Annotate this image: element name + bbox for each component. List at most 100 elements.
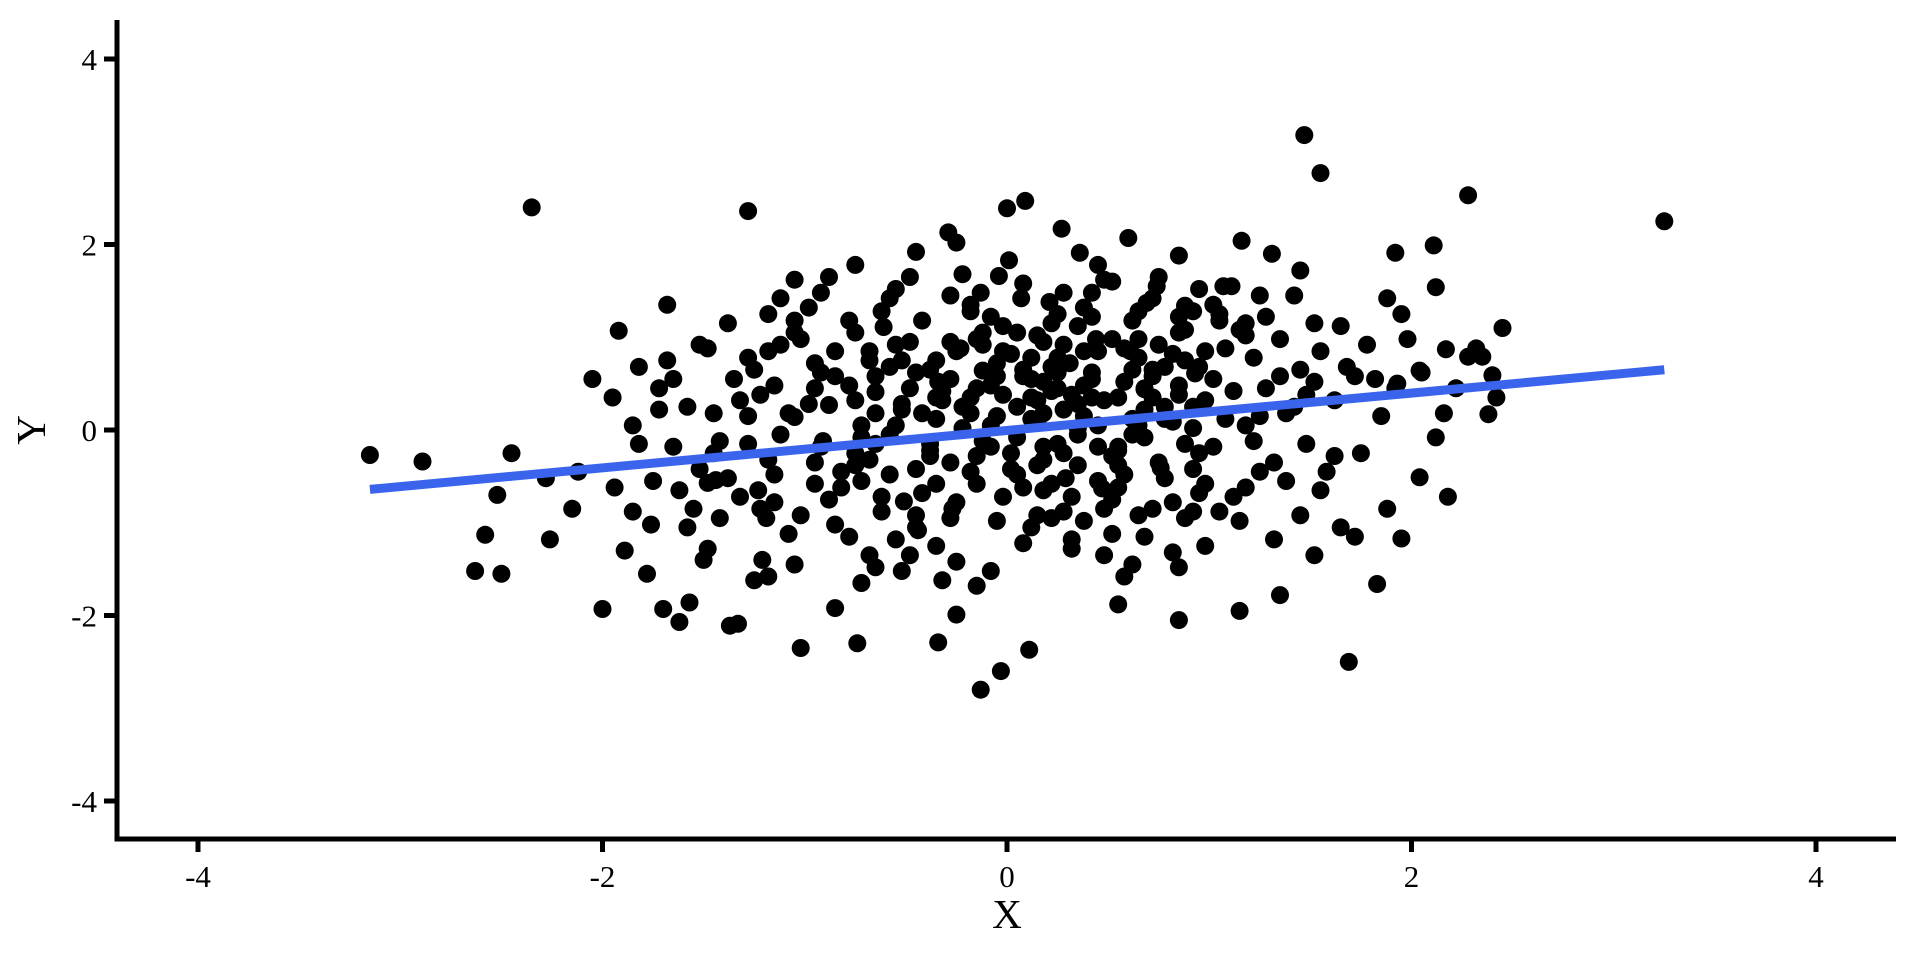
data-point <box>826 367 845 386</box>
data-point <box>670 481 689 500</box>
data-point <box>1459 186 1478 205</box>
data-point <box>1410 468 1429 487</box>
data-point <box>664 437 683 456</box>
data-point <box>846 255 865 274</box>
data-point <box>927 474 946 493</box>
data-point <box>785 270 804 289</box>
data-point <box>860 351 879 370</box>
data-point <box>886 335 905 354</box>
data-point <box>1236 478 1255 497</box>
data-point <box>1339 652 1358 671</box>
data-point <box>1190 484 1209 503</box>
data-point <box>967 379 986 398</box>
data-point <box>840 527 859 546</box>
data-point <box>502 444 521 463</box>
data-point <box>623 416 642 435</box>
data-point <box>1014 274 1033 293</box>
data-point <box>927 388 946 407</box>
data-point <box>1271 330 1289 349</box>
data-point <box>1129 330 1148 349</box>
data-point <box>1149 268 1168 286</box>
data-point <box>907 242 925 261</box>
data-point <box>1467 339 1486 358</box>
data-point <box>1169 385 1188 404</box>
data-point <box>826 342 845 361</box>
data-point <box>927 409 946 428</box>
data-point <box>1143 289 1162 308</box>
data-point <box>1169 307 1188 326</box>
data-point <box>1368 575 1387 593</box>
data-point <box>1331 518 1350 537</box>
data-point <box>779 404 798 423</box>
data-point <box>1311 342 1330 361</box>
data-point <box>933 571 952 590</box>
data-point <box>852 574 871 592</box>
data-point <box>1062 385 1081 404</box>
data-point <box>1244 348 1263 367</box>
data-point <box>615 541 634 560</box>
data-point <box>981 307 1000 326</box>
data-point <box>1095 270 1114 289</box>
data-point <box>921 360 940 379</box>
data-point <box>1196 536 1215 555</box>
data-point <box>941 370 960 388</box>
data-point <box>1184 302 1203 321</box>
data-point <box>987 367 1006 386</box>
data-point <box>650 379 669 398</box>
data-point <box>1002 444 1020 463</box>
data-point <box>1345 367 1364 386</box>
data-point <box>947 493 966 512</box>
data-point <box>785 311 804 330</box>
data-point <box>852 472 871 490</box>
data-point <box>658 351 677 370</box>
data-point <box>623 502 642 521</box>
data-point <box>1378 289 1397 308</box>
data-point <box>1022 518 1041 537</box>
data-point <box>1190 280 1209 298</box>
data-point <box>913 484 932 503</box>
data-point <box>638 564 656 583</box>
data-point <box>913 404 932 423</box>
data-point <box>745 571 764 590</box>
data-point <box>860 450 879 469</box>
data-point <box>998 199 1016 218</box>
data-point <box>1250 462 1269 481</box>
data-point <box>872 302 891 321</box>
data-point <box>820 396 838 414</box>
data-point <box>987 511 1006 530</box>
data-point <box>739 348 758 367</box>
data-point <box>1028 456 1047 475</box>
data-point <box>1103 524 1122 543</box>
data-point <box>1123 425 1142 444</box>
data-point <box>1034 437 1053 456</box>
data-point <box>820 268 838 286</box>
data-point <box>1256 307 1275 326</box>
data-point <box>1163 344 1182 363</box>
data-point <box>872 487 891 506</box>
data-point <box>466 562 485 580</box>
x-axis-ticks: -4 -2 0 2 4 <box>185 839 1824 894</box>
data-point <box>947 233 966 252</box>
data-point <box>840 376 859 395</box>
data-point <box>360 446 379 464</box>
data-point <box>771 425 790 444</box>
data-point <box>832 478 851 497</box>
data-point <box>967 474 986 493</box>
data-point <box>805 474 824 493</box>
data-point <box>1129 506 1148 525</box>
data-point <box>866 383 885 401</box>
data-point <box>1305 546 1324 565</box>
data-point <box>1109 478 1128 497</box>
data-point <box>820 490 838 509</box>
data-point <box>1210 502 1229 521</box>
data-point <box>1232 231 1251 250</box>
data-point <box>1095 391 1114 410</box>
data-point <box>609 321 628 340</box>
data-point <box>799 395 818 413</box>
data-point <box>1056 469 1075 488</box>
y-axis-ticks: -4 -2 0 2 4 <box>71 42 117 819</box>
data-point <box>1169 558 1188 577</box>
data-point <box>765 376 784 395</box>
data-point <box>765 493 784 512</box>
